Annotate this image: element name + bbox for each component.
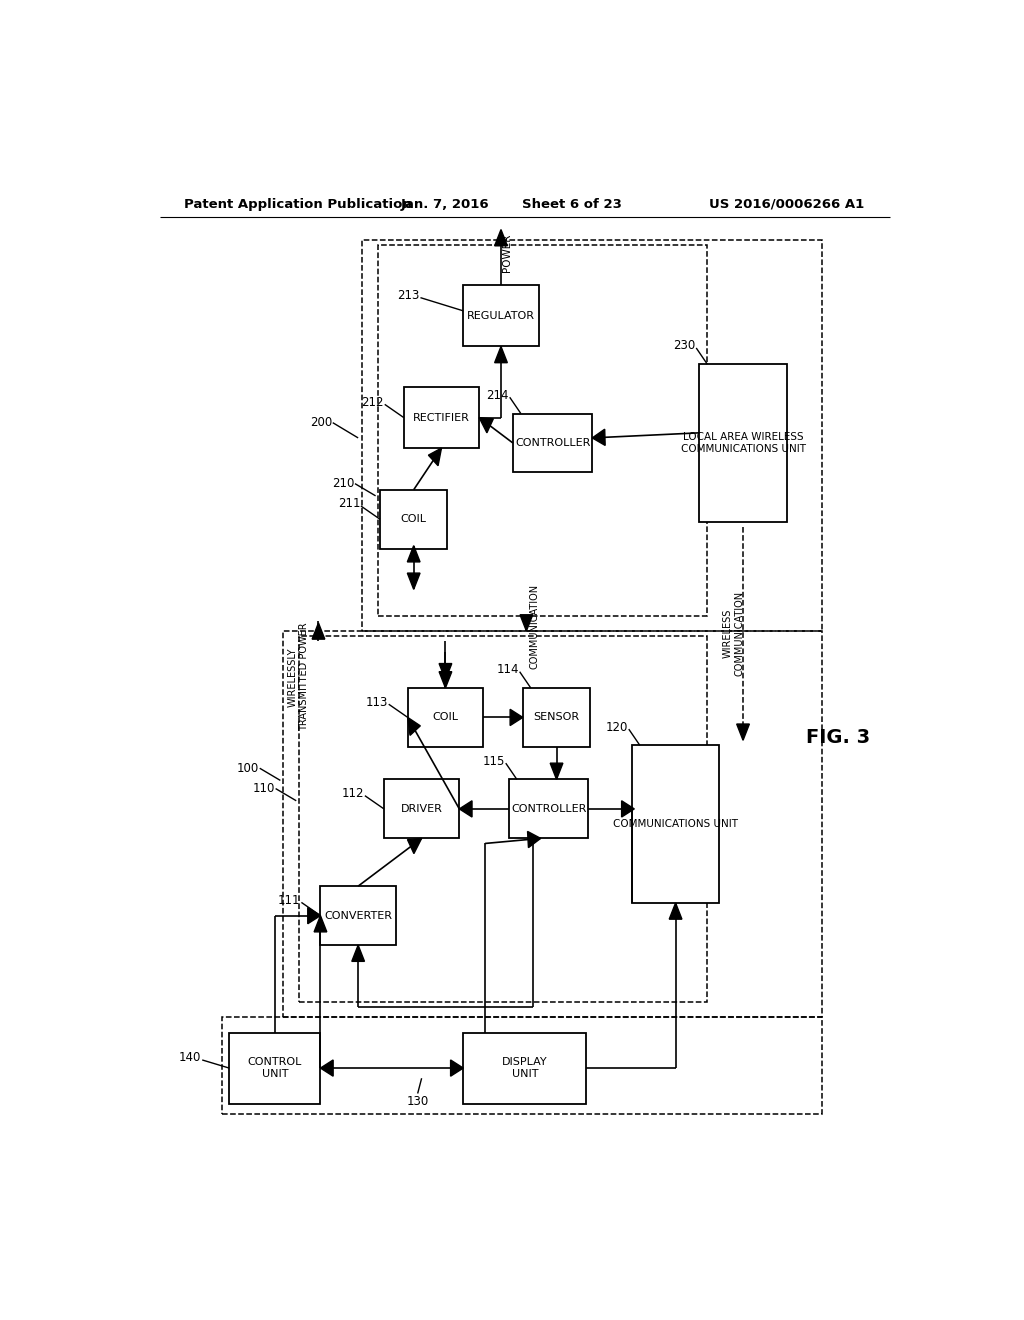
- Text: CONVERTER: CONVERTER: [325, 911, 392, 920]
- Polygon shape: [479, 417, 494, 433]
- Text: FIG. 3: FIG. 3: [806, 729, 870, 747]
- Text: Sheet 6 of 23: Sheet 6 of 23: [522, 198, 623, 211]
- Text: CONTROLLER: CONTROLLER: [511, 804, 587, 814]
- Text: RECTIFIER: RECTIFIER: [413, 413, 470, 422]
- Text: DISPLAY
UNIT: DISPLAY UNIT: [502, 1057, 548, 1078]
- Text: 140: 140: [179, 1052, 202, 1064]
- Text: US 2016/0006266 A1: US 2016/0006266 A1: [709, 198, 864, 211]
- Text: 114: 114: [497, 663, 519, 676]
- Bar: [463, 1032, 587, 1104]
- Polygon shape: [622, 801, 634, 817]
- Text: 111: 111: [279, 894, 301, 907]
- Text: SENSOR: SENSOR: [534, 713, 580, 722]
- Text: Patent Application Publication: Patent Application Publication: [183, 198, 412, 211]
- Text: DRIVER: DRIVER: [400, 804, 442, 814]
- Text: CONTROLLER: CONTROLLER: [515, 438, 590, 447]
- Text: 110: 110: [253, 781, 274, 795]
- Polygon shape: [550, 763, 563, 779]
- Bar: [509, 779, 589, 838]
- Text: POWER: POWER: [503, 234, 512, 272]
- Text: WIRELESSLY
TRANSMITTED POWER: WIRELESSLY TRANSMITTED POWER: [288, 623, 309, 731]
- Bar: [378, 244, 708, 615]
- Text: 200: 200: [309, 416, 332, 429]
- Text: 214: 214: [486, 388, 509, 401]
- Text: 120: 120: [605, 721, 628, 734]
- Polygon shape: [314, 916, 327, 932]
- Polygon shape: [439, 672, 452, 688]
- Bar: [699, 364, 786, 521]
- Polygon shape: [520, 615, 532, 631]
- Text: WIRELESS
COMMUNICATION: WIRELESS COMMUNICATION: [723, 591, 744, 676]
- Polygon shape: [408, 838, 422, 854]
- Bar: [321, 886, 396, 945]
- Text: COIL: COIL: [432, 713, 459, 722]
- Polygon shape: [495, 346, 507, 363]
- Bar: [229, 1032, 321, 1104]
- Text: 115: 115: [482, 755, 505, 768]
- Polygon shape: [308, 907, 321, 924]
- Text: REGULATOR: REGULATOR: [467, 312, 535, 321]
- Text: 100: 100: [237, 762, 259, 775]
- Text: LOCAL AREA WIRELESS
COMMUNICATIONS UNIT: LOCAL AREA WIRELESS COMMUNICATIONS UNIT: [681, 432, 806, 454]
- Bar: [463, 285, 539, 346]
- Polygon shape: [439, 664, 452, 680]
- Polygon shape: [670, 903, 682, 919]
- Bar: [632, 746, 719, 903]
- Polygon shape: [408, 545, 420, 562]
- Text: 213: 213: [397, 289, 420, 302]
- Bar: [523, 688, 590, 747]
- Polygon shape: [592, 429, 605, 445]
- Polygon shape: [495, 230, 507, 246]
- Text: COIL: COIL: [400, 515, 427, 524]
- Bar: [403, 387, 479, 447]
- Polygon shape: [312, 623, 325, 639]
- Text: 212: 212: [361, 396, 384, 409]
- Polygon shape: [736, 725, 750, 741]
- Text: COMMUNICATION: COMMUNICATION: [529, 583, 540, 668]
- Bar: [380, 490, 447, 549]
- Bar: [513, 413, 592, 473]
- Text: Jan. 7, 2016: Jan. 7, 2016: [401, 198, 489, 211]
- Bar: [221, 1018, 822, 1114]
- Polygon shape: [321, 1060, 333, 1076]
- Polygon shape: [408, 573, 420, 589]
- Text: 112: 112: [342, 787, 365, 800]
- Text: 130: 130: [407, 1096, 429, 1107]
- Polygon shape: [408, 718, 420, 735]
- Polygon shape: [527, 832, 541, 847]
- Text: 210: 210: [332, 477, 354, 490]
- Polygon shape: [428, 447, 441, 466]
- Text: COMMUNICATIONS UNIT: COMMUNICATIONS UNIT: [613, 820, 738, 829]
- Polygon shape: [460, 801, 472, 817]
- Bar: [384, 779, 460, 838]
- Bar: [408, 688, 483, 747]
- Bar: [362, 240, 822, 631]
- Text: CONTROL
UNIT: CONTROL UNIT: [248, 1057, 302, 1078]
- Polygon shape: [352, 945, 365, 961]
- Text: 113: 113: [366, 696, 388, 709]
- Text: 230: 230: [673, 339, 695, 352]
- Bar: [299, 636, 708, 1002]
- Polygon shape: [451, 1060, 463, 1076]
- Polygon shape: [510, 709, 523, 726]
- Bar: [283, 631, 822, 1018]
- Text: 211: 211: [338, 498, 360, 511]
